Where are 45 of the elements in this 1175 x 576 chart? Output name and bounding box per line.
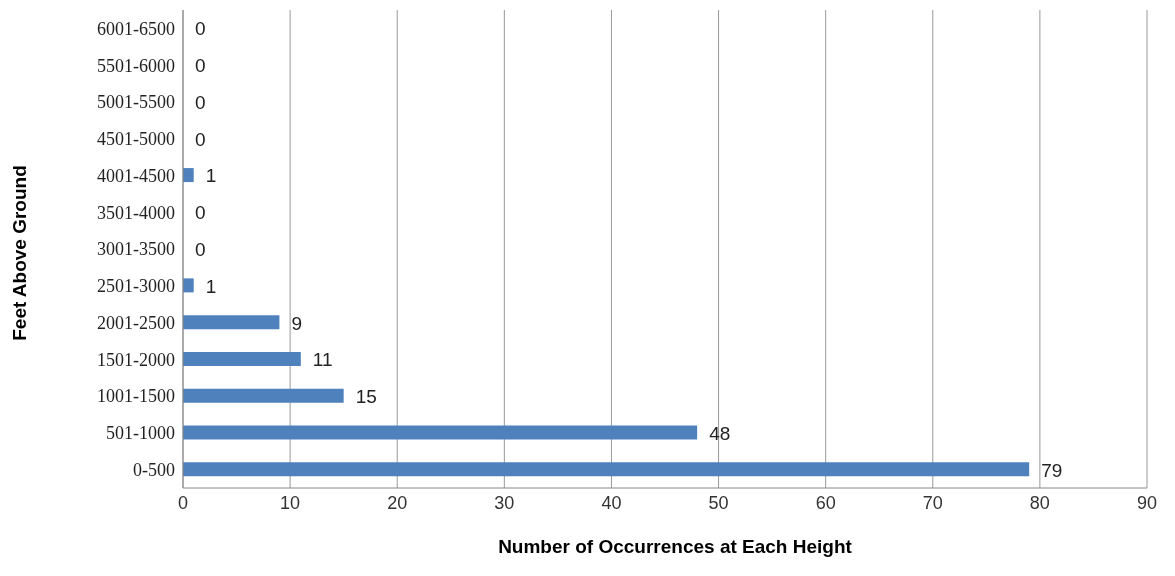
bar xyxy=(183,425,698,440)
bar xyxy=(183,315,280,330)
data-label: 0 xyxy=(195,128,206,150)
data-label: 11 xyxy=(312,349,333,371)
bar xyxy=(183,462,1030,477)
y-tick-label: 0-500 xyxy=(133,460,175,481)
bar xyxy=(183,388,344,403)
y-tick-label: 3001-3500 xyxy=(97,239,175,260)
x-tick-label: 10 xyxy=(280,492,301,513)
y-tick-label: 4001-4500 xyxy=(97,165,175,186)
x-tick-label: 30 xyxy=(494,492,515,513)
x-tick-label: 90 xyxy=(1136,492,1158,513)
x-tick-label: 40 xyxy=(601,492,622,513)
x-tick-label: 20 xyxy=(387,492,408,513)
x-tick-label: 60 xyxy=(815,492,836,513)
x-tick-label: 80 xyxy=(1029,492,1050,513)
data-label: 1 xyxy=(205,165,217,187)
data-label: 15 xyxy=(355,386,377,408)
y-tick-label: 4501-5000 xyxy=(97,129,175,150)
bar xyxy=(183,278,194,293)
x-axis-title: Number of Occurrences at Each Height xyxy=(497,536,853,558)
data-label: 0 xyxy=(195,239,206,260)
bar xyxy=(183,168,194,183)
data-label: 9 xyxy=(291,312,302,334)
y-tick-label: 2501-3000 xyxy=(97,276,175,297)
y-tick-label: 6001-6500 xyxy=(97,18,175,39)
y-tick-label: 3501-4000 xyxy=(97,202,175,223)
y-tick-label: 1001-1500 xyxy=(97,386,175,407)
data-label: 0 xyxy=(195,18,206,40)
y-axis-title: Feet Above Ground xyxy=(9,165,31,341)
data-label: 0 xyxy=(195,55,206,77)
data-label: 79 xyxy=(1041,459,1063,481)
data-label: 1 xyxy=(205,275,217,297)
data-label: 0 xyxy=(195,202,206,224)
y-tick-label: 5001-5500 xyxy=(97,92,175,113)
data-label: 48 xyxy=(709,422,731,444)
x-tick-label: 50 xyxy=(708,492,729,513)
x-tick-label: 0 xyxy=(177,492,189,513)
y-tick-label: 5501-6000 xyxy=(97,55,175,76)
y-tick-label: 1501-2000 xyxy=(97,349,175,370)
x-tick-label: 70 xyxy=(922,492,943,513)
y-tick-label: 501-1000 xyxy=(106,423,175,444)
bar xyxy=(183,351,301,366)
y-tick-label: 2001-2500 xyxy=(97,312,175,333)
data-label: 0 xyxy=(195,91,206,113)
